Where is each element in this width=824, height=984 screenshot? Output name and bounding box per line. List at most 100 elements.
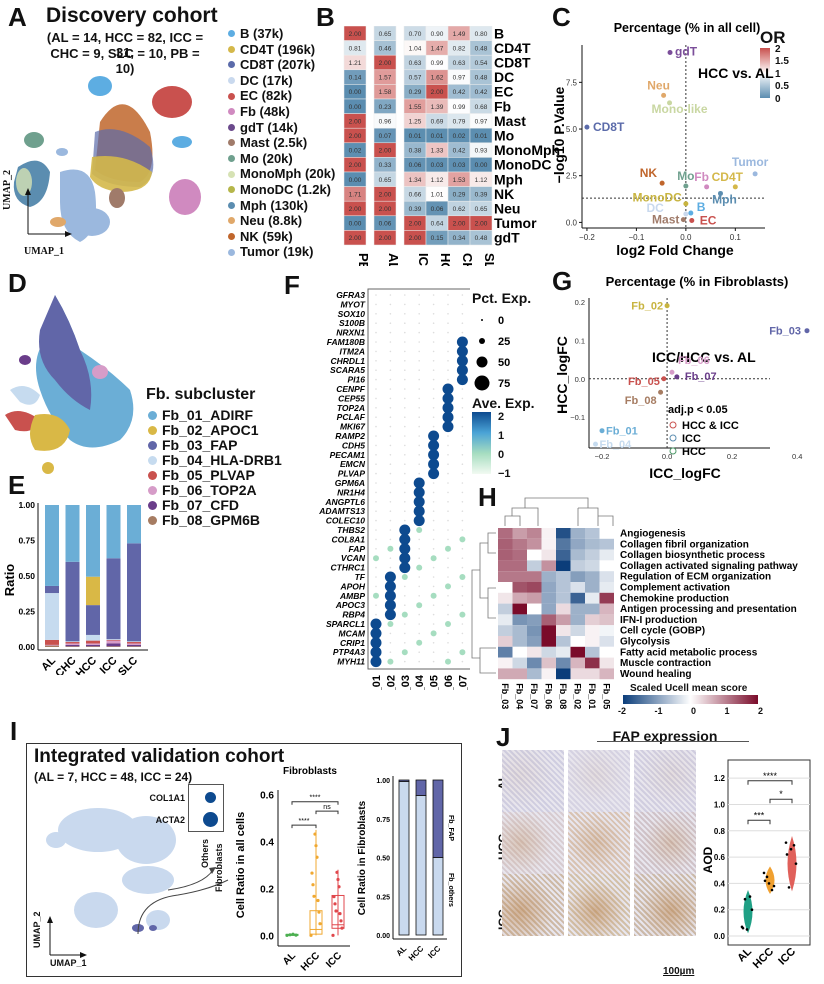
heatmap-cell-value: 1.71 — [349, 191, 362, 198]
point-fb — [704, 184, 710, 190]
point-label: Neu — [647, 78, 670, 92]
background-dot — [432, 585, 435, 588]
legend-label: DC (17k) — [240, 72, 293, 88]
y-axis-label: Ratio — [2, 564, 17, 597]
validation-cohort-box — [26, 743, 462, 977]
size-legend-label: 25 — [498, 336, 510, 348]
data-point — [335, 870, 339, 874]
legend-swatch — [228, 123, 235, 131]
point-monodc — [683, 201, 689, 207]
y-axis-label: AOD — [701, 846, 715, 873]
heatmap-cell-value: 0.93 — [475, 148, 488, 155]
heatmap-cell-value: 1.12 — [431, 177, 444, 184]
heatmap-cell — [585, 528, 600, 539]
heatmap-cell-value: 0.42 — [475, 89, 488, 96]
ihc-image — [502, 874, 564, 936]
y-tick-label: 0.8 — [714, 827, 726, 836]
background-dot — [389, 651, 392, 653]
heatmap-cell — [556, 668, 571, 680]
background-dot — [375, 322, 377, 324]
marker-dot — [428, 468, 440, 480]
heatmap-cell-value: 0.23 — [379, 104, 392, 111]
background-dot — [459, 536, 466, 543]
point-tumor — [752, 171, 758, 177]
gene-label: NR1H4 — [337, 487, 365, 497]
heatmap-row-label: Neu — [494, 201, 520, 217]
background-dot — [404, 294, 406, 296]
fb-subcluster-legend-item: Fb_07_CFD — [148, 498, 282, 513]
legend-swatch — [148, 486, 157, 495]
data-point — [315, 855, 319, 859]
background-dot — [389, 482, 392, 484]
background-dot — [404, 595, 406, 597]
gene-label: RBP4 — [342, 610, 365, 620]
y-tick-label: 0.0 — [260, 931, 274, 942]
heatmap-cell-value: 0.01 — [475, 133, 488, 140]
background-dot — [418, 369, 420, 371]
heatmap-cell — [541, 538, 556, 550]
marker-dot — [428, 430, 440, 442]
heatmap-cell-value: 0.70 — [409, 31, 422, 38]
heatmap-cell-value: 0.99 — [453, 104, 466, 111]
heatmap-cell-value: 0.80 — [475, 31, 488, 38]
data-point — [336, 877, 340, 882]
heatmap-cell — [570, 625, 585, 636]
background-dot — [447, 369, 449, 371]
panel-label-j: J — [496, 722, 511, 752]
background-dot — [375, 510, 377, 512]
panel-a-title: Discovery cohort — [46, 4, 218, 27]
legend-label: Fb_07_CFD — [162, 497, 240, 513]
ucell-colorbar — [623, 695, 758, 704]
significance-bracket — [291, 824, 317, 829]
marker-dot — [456, 355, 468, 367]
bar-segment-fb_08_gpm6b — [86, 646, 100, 647]
background-dot — [430, 630, 437, 637]
heatmap-cell — [541, 668, 556, 680]
heatmap-cell — [527, 646, 542, 658]
background-dot — [461, 595, 464, 597]
heatmap-cell-value: 0.03 — [453, 162, 466, 169]
background-dot — [389, 322, 392, 324]
heatmap-cell-value: 1.12 — [475, 177, 488, 184]
point-cd4t — [732, 184, 738, 190]
heatmap-cell — [570, 646, 585, 658]
heatmap-cell — [541, 571, 556, 582]
heatmap-cell — [512, 549, 527, 561]
background-dot — [389, 341, 392, 343]
background-dot — [432, 388, 435, 390]
background-dot — [416, 639, 423, 646]
group-label: Fb_04 — [414, 674, 426, 690]
background-dot — [389, 416, 392, 418]
background-dot — [418, 378, 420, 381]
data-point — [310, 871, 314, 875]
background-dot — [404, 623, 406, 625]
y-tick-label: 0.4 — [714, 879, 726, 888]
gene-label: SOX10 — [338, 309, 366, 319]
heatmap-row-label: Mast — [494, 113, 526, 129]
heatmap-cell — [556, 571, 571, 582]
heatmap-cell-value: 0.65 — [475, 206, 488, 213]
background-dot — [418, 538, 420, 541]
cell-type-legend-item: CD4T (196k) — [228, 42, 335, 58]
cell-type-legend-item: NK (59k) — [228, 229, 335, 245]
heatmap-cell-value: 2.00 — [349, 118, 362, 125]
background-dot — [389, 491, 392, 494]
pathway-label: Fatty acid metabolic process — [620, 647, 758, 658]
heatmap-cell-value: 0.65 — [379, 177, 392, 184]
heatmap-cell-value: 0.02 — [453, 133, 466, 140]
fibroblast-ratio-boxplot: Fibroblasts 0.0 0.2 0.4 0.6 Cell Ratio in all… — [235, 766, 350, 973]
background-dot — [418, 294, 420, 296]
background-dot — [461, 463, 464, 465]
legend-label: Fb_06_TOP2A — [162, 482, 257, 498]
legend-label: CD8T (207k) — [240, 57, 316, 73]
legend-label: Fb_03_FAP — [162, 437, 238, 453]
heatmap-cell — [512, 582, 527, 593]
heatmap-cell-value: 1.53 — [453, 177, 466, 184]
heatmap-cell — [512, 636, 527, 647]
background-dot — [461, 501, 464, 503]
heatmap-cell — [541, 560, 556, 572]
background-dot — [459, 649, 466, 656]
heatmap-cell-value: 2.00 — [379, 235, 392, 242]
background-dot — [375, 294, 377, 296]
background-dot — [375, 425, 377, 428]
